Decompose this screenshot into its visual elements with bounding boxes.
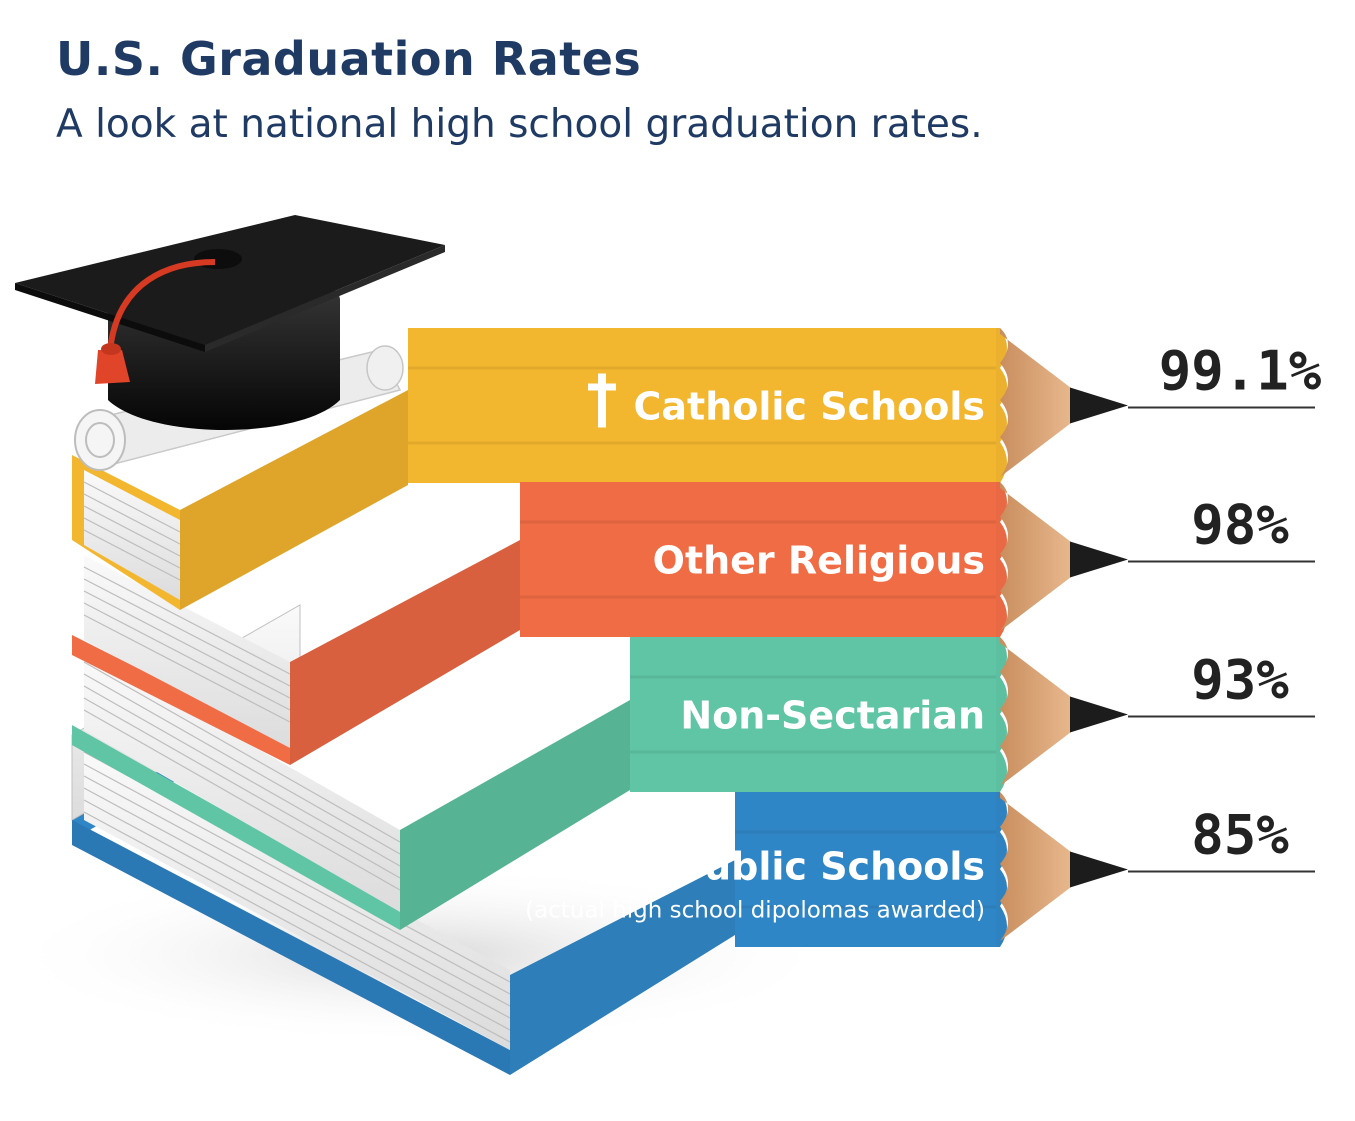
value-label-other-religious: 98%	[1191, 494, 1289, 557]
pencil-icon-catholic-schools	[1000, 328, 1073, 477]
bar-edge-public-schools	[996, 792, 1007, 947]
category-label-other-religious: Other Religious	[653, 539, 985, 583]
book-stack-icon	[71, 390, 735, 1075]
graduation-cap-icon	[15, 215, 445, 430]
category-label-catholic-schools: Catholic Schools	[634, 385, 985, 429]
pencil-icon-public-schools	[1000, 792, 1073, 941]
bar-edge-catholic-schools	[996, 328, 1007, 483]
value-label-non-sectarian: 93%	[1191, 649, 1289, 712]
category-label-public-schools: Public Schools	[676, 845, 985, 889]
pencil-tip-non-sectarian	[1070, 696, 1128, 733]
chart-subtitle: A look at national high school graduatio…	[56, 102, 983, 147]
bar-other-religious	[520, 482, 1000, 637]
chart-title: U.S. Graduation Rates	[56, 32, 642, 86]
bar-catholic-schools	[408, 328, 1000, 483]
bar-public-schools	[735, 792, 1000, 947]
bars-layer: 99.1% Catholic Schools 98% Other Religious 9…	[408, 328, 1322, 947]
category-label-non-sectarian: Non-Sectarian	[680, 694, 985, 738]
category-note-public-schools: (actual high school dipolomas awarded)	[525, 898, 985, 924]
bar-edge-non-sectarian	[996, 637, 1007, 792]
value-label-public-schools: 85%	[1191, 804, 1289, 867]
pencil-tip-public-schools	[1070, 851, 1128, 888]
pencil-tip-catholic-schools	[1070, 387, 1128, 424]
cross-icon	[588, 373, 616, 428]
pencil-tip-other-religious	[1070, 541, 1128, 578]
bar-non-sectarian	[630, 637, 1000, 792]
bar-edge-other-religious	[996, 482, 1007, 637]
value-label-catholic-schools: 99.1%	[1159, 340, 1322, 403]
pencil-icon-non-sectarian	[1000, 637, 1073, 786]
pencil-icon-other-religious	[1000, 482, 1073, 631]
